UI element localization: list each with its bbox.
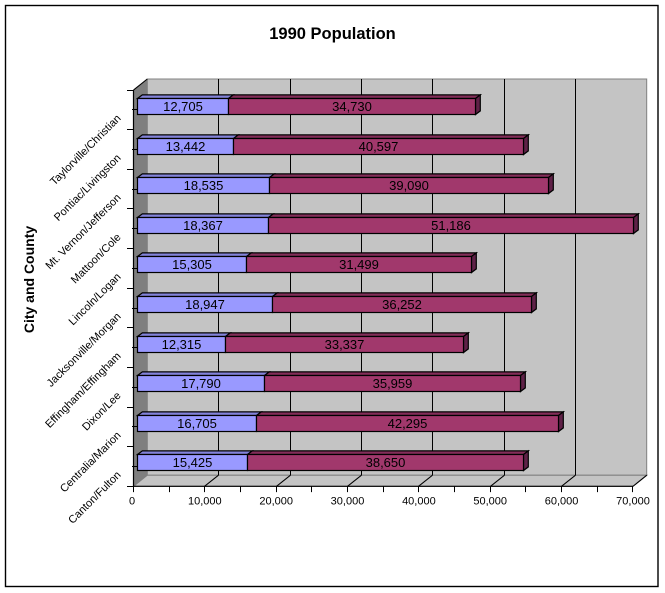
svg-text:15,425: 15,425	[173, 455, 213, 470]
svg-text:City and County: City and County	[21, 226, 37, 334]
svg-text:42,295: 42,295	[388, 416, 428, 431]
svg-text:51,186: 51,186	[431, 218, 471, 233]
svg-text:12,705: 12,705	[163, 99, 203, 114]
svg-text:1990 Population: 1990 Population	[269, 25, 396, 43]
svg-text:70,000: 70,000	[616, 496, 650, 508]
svg-text:17,790: 17,790	[181, 376, 221, 391]
svg-text:18,947: 18,947	[185, 297, 225, 312]
svg-text:31,499: 31,499	[339, 257, 379, 272]
svg-text:34,730: 34,730	[332, 99, 372, 114]
svg-text:18,367: 18,367	[183, 218, 223, 233]
svg-text:16,705: 16,705	[177, 416, 217, 431]
svg-text:13,442: 13,442	[166, 139, 206, 154]
svg-text:33,337: 33,337	[325, 337, 365, 352]
svg-text:36,252: 36,252	[382, 297, 422, 312]
svg-text:40,597: 40,597	[359, 139, 399, 154]
svg-text:12,315: 12,315	[162, 337, 202, 352]
svg-text:40,000: 40,000	[402, 496, 436, 508]
svg-text:0: 0	[129, 496, 135, 508]
svg-text:39,090: 39,090	[389, 178, 429, 193]
svg-text:18,535: 18,535	[184, 178, 224, 193]
svg-text:30,000: 30,000	[331, 496, 365, 508]
svg-text:10,000: 10,000	[188, 496, 222, 508]
svg-text:35,959: 35,959	[373, 376, 413, 391]
svg-text:38,650: 38,650	[366, 455, 406, 470]
svg-text:20,000: 20,000	[259, 496, 293, 508]
svg-text:50,000: 50,000	[473, 496, 507, 508]
svg-text:15,305: 15,305	[172, 257, 212, 272]
svg-text:60,000: 60,000	[545, 496, 579, 508]
